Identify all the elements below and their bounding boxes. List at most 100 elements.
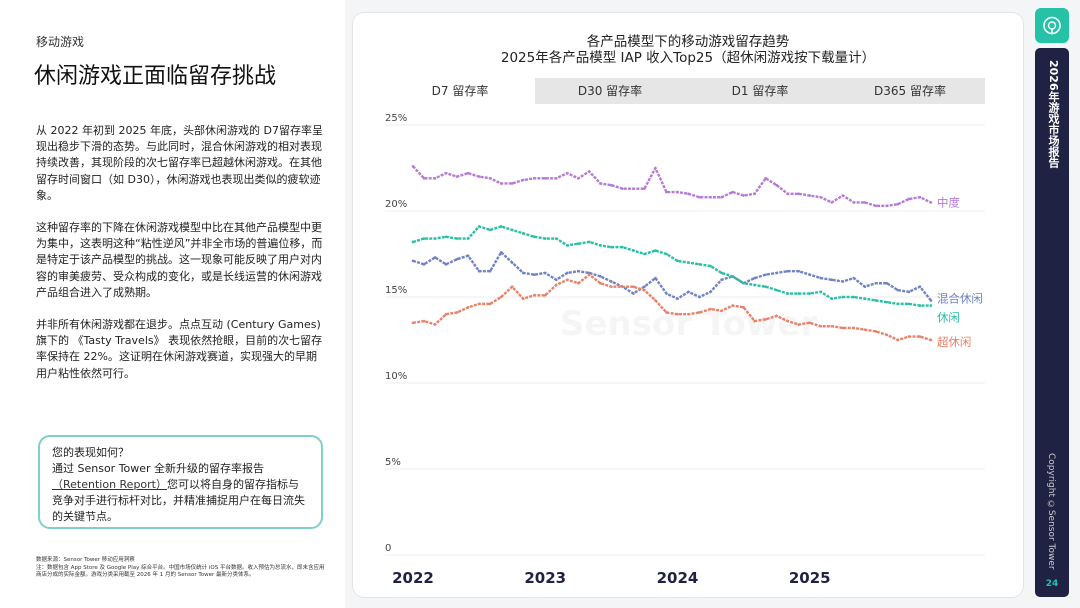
sidebar: 2026年游戏市场报告 Copyright ©Sensor Tower 24: [1035, 48, 1069, 597]
data-point: [499, 295, 503, 299]
data-point: [907, 335, 911, 338]
tab-d365[interactable]: D365 留存率: [874, 84, 946, 98]
data-point: [643, 252, 646, 256]
data-point: [444, 263, 448, 266]
data-point: [411, 164, 415, 168]
data-point: [521, 297, 525, 301]
y-tick-label: 10%: [385, 371, 407, 382]
data-point: [808, 194, 812, 197]
data-point: [577, 269, 580, 273]
data-point: [907, 302, 911, 306]
data-point: [599, 281, 602, 285]
data-point: [422, 237, 426, 240]
data-point: [422, 177, 426, 180]
data-point: [621, 187, 624, 190]
data-point: [510, 228, 514, 232]
data-point: [532, 273, 536, 276]
data-point: [698, 263, 701, 266]
data-point: [742, 306, 745, 309]
data-point: [477, 175, 481, 178]
data-point: [588, 170, 591, 173]
data-point: [599, 275, 602, 278]
data-point: [488, 269, 492, 273]
data-point: [918, 285, 922, 288]
data-point: [907, 197, 911, 201]
data-point: [510, 261, 514, 264]
data-point: [554, 283, 558, 287]
x-tick-label: 2025: [789, 569, 831, 587]
data-point: [786, 192, 789, 196]
data-point: [654, 276, 657, 280]
data-point: [753, 192, 756, 196]
x-tick-label: 2023: [524, 569, 566, 587]
footnote: 数据来源：Sensor Tower 移动应用洞察 注：数据包含 App Stor…: [36, 557, 326, 580]
data-point: [731, 275, 734, 278]
tab-d7[interactable]: D7 留存率: [385, 78, 535, 104]
data-point: [577, 242, 580, 245]
paragraph: 这种留存率的下降在休闲游戏模型中比在其他产品模型中更为集中，这表明这种“粘性逆风…: [36, 221, 323, 299]
data-point: [466, 254, 470, 258]
data-point: [929, 201, 933, 204]
chart-card: [352, 12, 1024, 598]
data-point: [753, 276, 756, 280]
data-point: [874, 299, 878, 302]
data-point: [444, 235, 448, 239]
data-point: [852, 201, 856, 204]
data-point: [621, 245, 624, 249]
data-point: [742, 281, 745, 285]
data-point: [499, 225, 503, 228]
data-point: [588, 240, 591, 244]
data-point: [918, 195, 922, 199]
page-title: 休闲游戏正面临留存挑战: [34, 64, 277, 89]
body-text: 从 2022 年初到 2025 年底，头部休闲游戏的 D7留存率呈现出稳步下滑的…: [36, 123, 326, 398]
data-point: [775, 288, 778, 292]
data-point: [874, 330, 878, 333]
chart-title: 各产品模型下的移动游戏留存趋势: [586, 34, 790, 50]
data-point: [709, 307, 712, 311]
data-point: [554, 177, 558, 180]
data-point: [852, 326, 856, 330]
series-label: 混合休闲: [937, 291, 983, 305]
metric-tabs: D7 留存率 D30 留存率 D1 留存率 D365 留存率: [385, 78, 985, 104]
data-point: [599, 244, 602, 247]
data-point: [588, 273, 591, 276]
data-point: [742, 194, 745, 197]
tab-d30[interactable]: D30 留存率: [577, 84, 643, 98]
data-point: [929, 304, 933, 307]
callout-line: 您可以将自身的留存指标与竞争对手进行标杆对比，并精准捕捉用户在每日流失的关键节点…: [52, 478, 305, 523]
data-point: [632, 292, 635, 295]
y-tick-label: 20%: [385, 199, 407, 210]
callout-box: 您的表现如何？ 通过 Sensor Tower 全新升级的留存率报告 （Rete…: [38, 435, 323, 529]
data-point: [543, 237, 547, 240]
data-point: [676, 259, 679, 263]
data-point: [830, 324, 834, 328]
series-line-混合休闲: [412, 251, 932, 302]
data-point: [687, 192, 690, 196]
data-point: [929, 338, 933, 342]
retention-report-link[interactable]: （Retention Report）: [52, 478, 168, 491]
data-point: [687, 261, 690, 264]
data-point: [499, 182, 503, 185]
data-point: [499, 250, 503, 254]
data-point: [775, 183, 778, 187]
data-point: [709, 195, 712, 199]
data-point: [786, 292, 789, 295]
data-point: [929, 299, 933, 302]
data-point: [665, 292, 668, 295]
data-point: [643, 285, 646, 288]
data-point: [610, 183, 613, 187]
data-point: [488, 177, 492, 180]
data-point: [841, 194, 845, 197]
series-label: 超休闲: [937, 335, 972, 349]
data-point: [775, 271, 778, 275]
data-point: [720, 309, 723, 313]
report-title: 2026年游戏市场报告: [1047, 60, 1060, 168]
data-point: [554, 237, 558, 240]
tab-d1[interactable]: D1 留存率: [731, 84, 789, 98]
data-point: [488, 228, 492, 232]
data-point: [863, 297, 867, 301]
paragraph: 并非所有休闲游戏都在退步。点点互动 (Century Games) 旗下的 《T…: [36, 318, 323, 380]
data-point: [610, 285, 613, 288]
data-point: [643, 288, 646, 292]
data-point: [521, 232, 525, 235]
